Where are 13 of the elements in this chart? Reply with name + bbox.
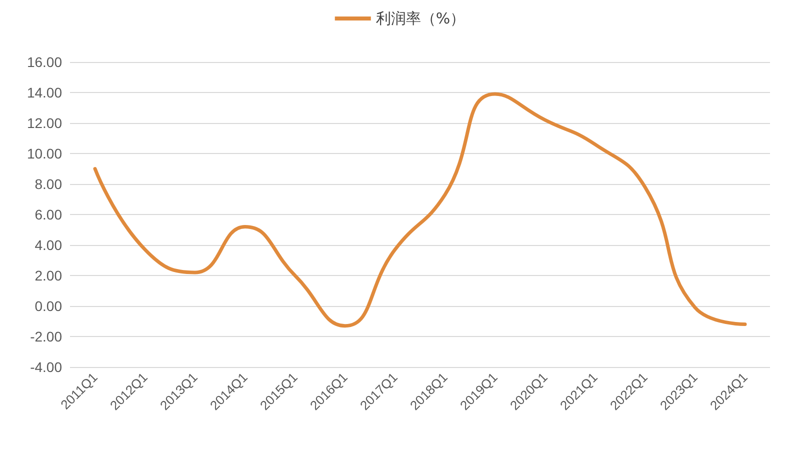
line-series bbox=[93, 92, 747, 328]
y-tick-label: 12.00 bbox=[26, 115, 62, 131]
y-tick-label: -2.00 bbox=[30, 328, 62, 344]
y-tick-label: 14.00 bbox=[26, 84, 62, 100]
y-tick-label: 10.00 bbox=[26, 146, 62, 162]
y-tick-label: 8.00 bbox=[34, 176, 62, 192]
y-tick-label: 2.00 bbox=[34, 268, 62, 284]
y-tick-label: 4.00 bbox=[34, 237, 62, 253]
y-tick-label: 0.00 bbox=[34, 298, 62, 314]
y-tick-label: 16.00 bbox=[26, 54, 62, 70]
legend-label: 利润率（%） bbox=[376, 10, 466, 28]
y-tick-label: -4.00 bbox=[30, 359, 62, 375]
y-tick-label: 6.00 bbox=[34, 206, 62, 222]
